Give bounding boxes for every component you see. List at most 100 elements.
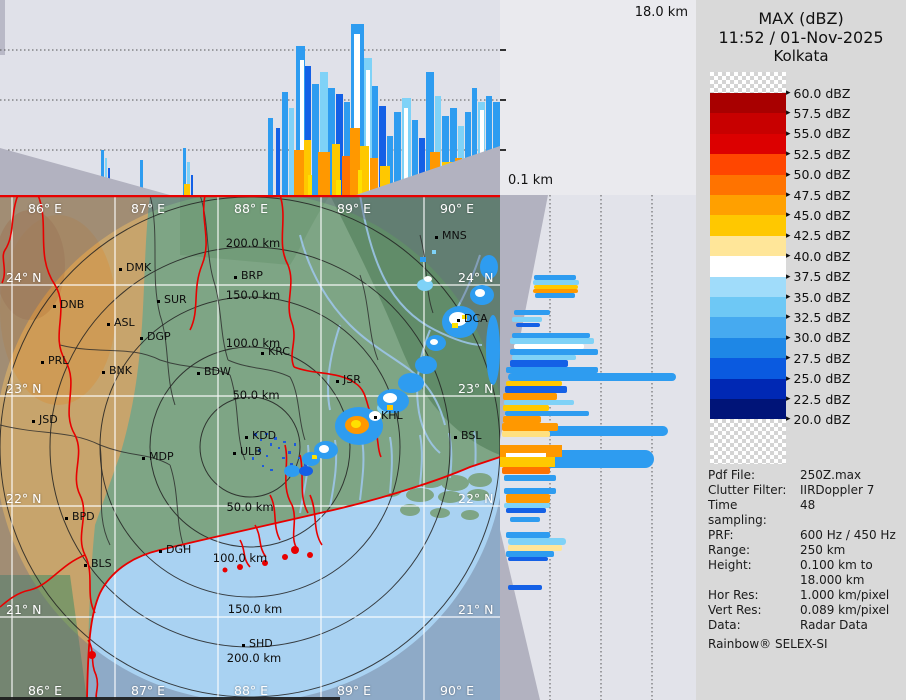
metadata-value: 250Z.max — [800, 468, 862, 482]
tick-text: 42.5 dBZ — [793, 228, 851, 244]
dbz-tick-label: ▸ 52.5 dBZ — [786, 146, 850, 162]
tick-text: 37.5 dBZ — [793, 269, 851, 285]
tick-arrow-icon: ▸ — [786, 312, 791, 323]
tick-arrow-icon: ▸ — [786, 210, 791, 221]
top-cross-section-plot — [0, 0, 500, 195]
legend-panel: MAX (dBZ) 11:52 / 01-Nov-2025 Kolkata ▸ 6… — [696, 0, 906, 700]
metadata-value: 0.100 km to 18.000 km — [800, 558, 873, 587]
colorband — [710, 317, 786, 339]
out-of-range-shade — [0, 195, 500, 700]
metadata-label: PRF: — [708, 528, 734, 542]
tick-text: 35.0 dBZ — [793, 289, 851, 305]
tick-text: 55.0 dBZ — [793, 126, 851, 142]
tick-arrow-icon: ▸ — [786, 394, 791, 404]
tick-text: 50.0 dBZ — [793, 167, 851, 183]
tick-arrow-icon: ▸ — [786, 373, 791, 384]
colorband — [710, 215, 786, 237]
tick-arrow-icon: ▸ — [786, 353, 791, 364]
right-cross-section-panel[interactable] — [500, 195, 696, 700]
tick-text: 60.0 dBZ — [793, 85, 851, 101]
dbz-tick-label: ▸ 20.0 dBZ — [786, 411, 850, 427]
colorband — [710, 174, 786, 196]
metadata-value: 1.000 km/pixel — [800, 588, 890, 602]
dbz-tick-label: ▸ 47.5 dBZ — [786, 187, 850, 203]
metadata-value: 250 km — [800, 543, 846, 557]
metadata-value: 600 Hz / 450 Hz — [800, 528, 896, 542]
metadata-label: Clutter Filter: — [708, 483, 787, 497]
product-title: MAX (dBZ) — [758, 9, 844, 28]
tick-arrow-icon: ▸ — [786, 332, 791, 343]
dbz-tick-label: ▸ 57.5 dBZ — [786, 105, 850, 121]
beam-height-wedge-left — [0, 148, 170, 195]
tick-arrow-icon: ▸ — [786, 169, 791, 180]
tick-text: 52.5 dBZ — [793, 146, 851, 162]
dbz-colorbar — [710, 0, 786, 700]
tick-text: 27.5 dBZ — [793, 350, 851, 366]
product-timestamp: 11:52 / 01-Nov-2025 — [718, 28, 884, 47]
beam-height-wedge-bottom — [500, 530, 540, 700]
radar-map — [0, 195, 500, 700]
colorband — [710, 133, 786, 155]
dbz-tick-label: ▸ 40.0 dBZ — [786, 248, 850, 264]
metadata-row: Height: 0.100 km to 18.000 km — [708, 558, 900, 588]
tick-text: 40.0 dBZ — [793, 248, 851, 264]
dbz-tick-label: ▸ 45.0 dBZ — [786, 207, 850, 223]
sea-area — [87, 457, 500, 700]
tick-arrow-icon: ▸ — [786, 414, 791, 425]
top-cross-section-panel[interactable] — [0, 0, 500, 195]
colorband — [710, 337, 786, 359]
colorband-above-max — [710, 72, 786, 93]
dbz-tick-label: ▸ 60.0 dBZ — [786, 85, 850, 101]
metadata-row: Clutter Filter: IIRDoppler 7 — [708, 483, 900, 498]
tick-text: 57.5 dBZ — [793, 105, 851, 121]
metadata-label: Data: — [708, 618, 741, 632]
delta-islands — [378, 465, 492, 520]
colorband — [710, 358, 786, 380]
metadata-row: Time sampling: 48 — [708, 498, 900, 528]
metadata-value: 48 — [800, 498, 816, 512]
coast-marks — [88, 546, 313, 659]
metadata-label: Height: — [708, 558, 752, 572]
metadata-label: Time sampling: — [708, 498, 767, 527]
dbz-tick-label: ▸ 32.5 dBZ — [786, 309, 850, 325]
metadata-row: PRF: 600 Hz / 450 Hz — [708, 528, 900, 543]
metadata-row: Hor Res: 1.000 km/pixel — [708, 588, 900, 603]
tick-arrow-icon: ▸ — [786, 271, 791, 282]
software-brand: Rainbow® SELEX-SI — [708, 637, 828, 651]
tick-arrow-icon: ▸ — [786, 190, 791, 200]
height-tick — [500, 49, 506, 51]
right-cross-section-plot — [500, 195, 696, 700]
colorband-below-min — [710, 419, 786, 465]
dbz-tick-label: ▸ 22.5 dBZ — [786, 391, 850, 407]
tick-arrow-icon: ▸ — [786, 292, 791, 302]
state-boundaries — [0, 195, 500, 700]
colorband — [710, 378, 786, 400]
colorband — [710, 93, 786, 114]
tick-arrow-icon: ▸ — [786, 88, 791, 98]
radar-map-panel[interactable]: 86° E 86° E 87° E 87° E 88° E 88° E 89° E 89° E… — [0, 195, 500, 700]
scan-metadata: Pdf File: 250Z.max Clutter Filter: IIRDoppl… — [708, 468, 900, 652]
metadata-label: Hor Res: — [708, 588, 759, 602]
tick-text: 20.0 dBZ — [793, 411, 851, 427]
tick-text: 32.5 dBZ — [793, 309, 851, 325]
tick-arrow-icon: ▸ — [786, 128, 791, 139]
colorband — [710, 256, 786, 278]
colorband — [710, 113, 786, 135]
dbz-tick-label: ▸ 35.0 dBZ — [786, 289, 850, 305]
colorband — [710, 297, 786, 318]
metadata-label: Vert Res: — [708, 603, 762, 617]
height-tick — [500, 149, 506, 151]
colorband — [710, 195, 786, 216]
dbz-tick-label: ▸ 55.0 dBZ — [786, 126, 850, 142]
height-axis-panel: 18.0 km 0.1 km — [500, 0, 696, 195]
dbz-tick-label: ▸ 50.0 dBZ — [786, 167, 850, 183]
metadata-label: Range: — [708, 543, 751, 557]
tick-arrow-icon: ▸ — [786, 108, 791, 119]
tick-text: 30.0 dBZ — [793, 330, 851, 346]
tick-text: 25.0 dBZ — [793, 371, 851, 387]
bottom-frame-line — [0, 697, 340, 700]
metadata-row: Range: 250 km — [708, 543, 900, 558]
radar-site-name: Kolkata — [773, 47, 829, 65]
tick-text: 22.5 dBZ — [793, 391, 851, 407]
height-axis-min-label: 0.1 km — [508, 173, 553, 188]
